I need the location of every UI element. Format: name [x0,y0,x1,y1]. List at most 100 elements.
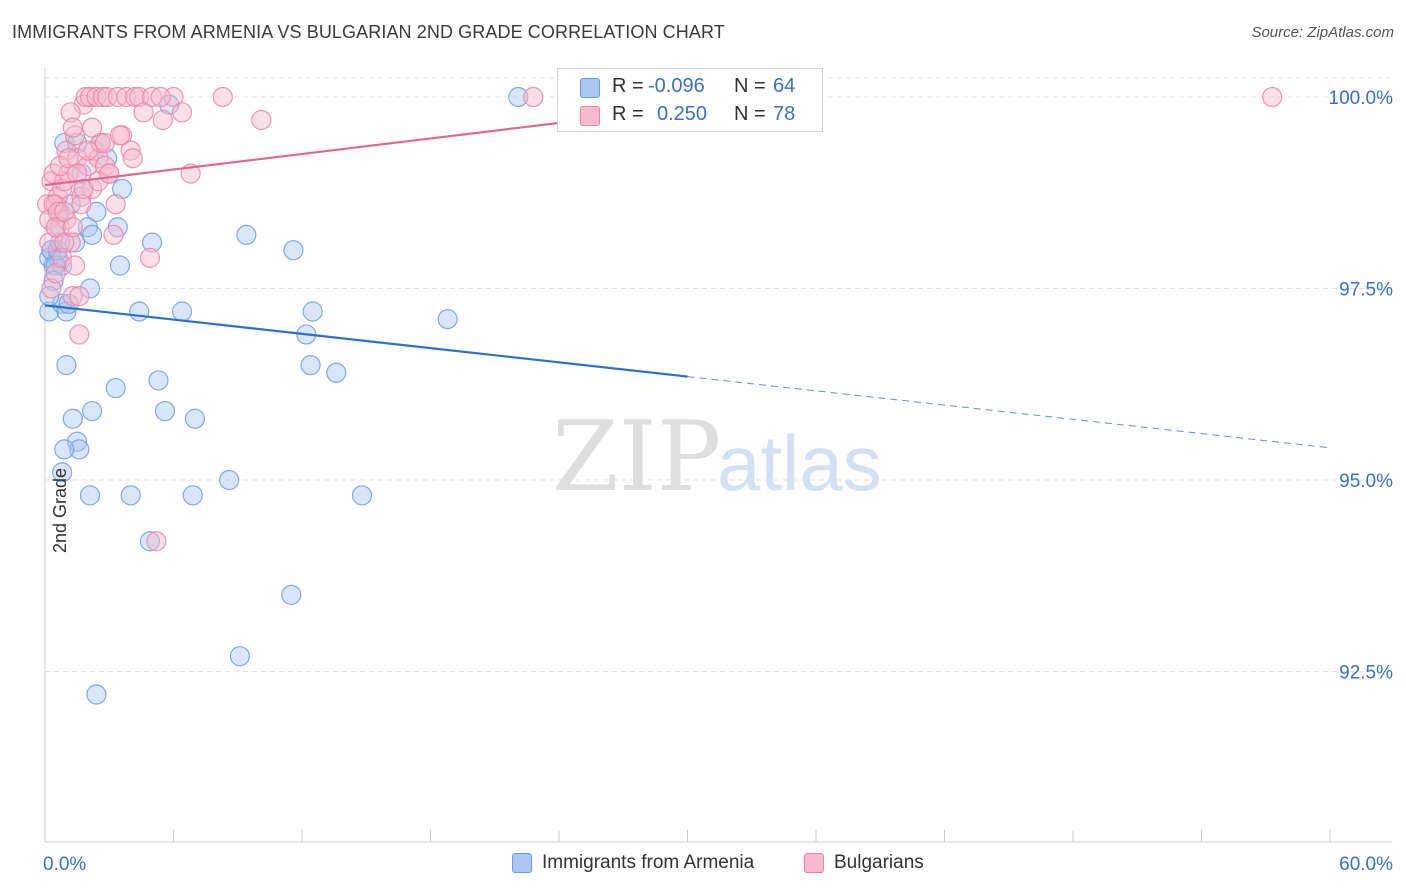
watermark-atlas: atlas [717,419,882,507]
armenia-point [326,362,347,383]
armenia-point [67,132,88,154]
bulgarians-point [212,86,233,108]
bulgarians-point [47,201,68,222]
bulgarians-point [251,109,272,131]
series-legend: Immigrants from Armenia Bulgarians [0,851,1406,879]
bulgarians-point [86,86,107,108]
armenia-point [105,377,126,399]
x-tick-label: 0.0% [43,854,86,875]
armenia-point [283,240,304,261]
bulgarians-point [56,140,77,161]
armenia-point [82,224,103,245]
bulgarians-point [146,531,167,552]
bulgarians-point [109,125,131,146]
tick-labels: 100.0% 97.5% 95.0% 92.5% 0.0% 60.0% [43,88,1393,875]
armenia-point [54,439,75,460]
n-value: 64 [773,75,796,97]
correlation-legend: R = -0.096 N = 64 R = 0.250 N = 78 [557,68,823,132]
n-value: 78 [773,103,796,125]
armenia-point [508,86,529,108]
armenia-point [141,232,163,253]
bulgarians-point [124,86,146,108]
bulgarians-point [88,171,109,192]
bulgarians-point [150,86,171,108]
bulgarians-point [75,86,96,108]
armenia-point [64,232,86,253]
armenia-point [154,400,176,422]
bulgarians-point [62,217,83,238]
bulgarians-point [64,125,86,146]
armenia-point [82,400,103,422]
r-value: 0.250 [657,103,708,125]
axes [44,68,1392,843]
bulgarians-point [71,194,92,215]
armenia-point [171,301,193,322]
bulgarians-point [54,201,75,222]
armenia-point [236,224,257,245]
armenia-point [79,485,101,506]
armenia-point [97,148,118,169]
bulgarians-point [67,148,88,169]
y-tick-label: 97.5% [1339,280,1393,301]
bulgarians-point [69,286,90,307]
armenia-point [62,408,83,429]
armenia-point [302,301,323,322]
legend-swatch-armenia [580,78,600,98]
bulgarians-point [77,155,98,177]
legend-row-bulgarians: R = 0.250 N = 78 [558,99,822,129]
armenia-point [148,370,169,391]
bulgarians-point [152,109,173,131]
legend-label-armenia: Immigrants from Armenia [542,852,755,873]
armenia-point [351,485,373,506]
bulgarians-point [92,86,113,108]
bulgarians-point [122,148,143,169]
bulgarians-point [60,232,81,253]
armenia-point [182,485,203,506]
armenia-point [129,301,150,322]
armenia-point [109,255,131,276]
bulgarians-point [139,247,161,268]
armenia-point [86,684,107,705]
armenia-point [41,240,62,261]
bulgarians-point [62,286,83,307]
r-label: R = [612,103,644,125]
bulgarians-point [64,255,86,276]
armenia-point [281,584,302,606]
bulgarians-point [39,232,60,253]
armenia-point [139,531,161,552]
armenia-point [56,355,77,376]
armenia-point [79,278,101,299]
armenia-trend-line [44,304,688,378]
bulgarians-point [41,278,62,299]
bulgarians-point [67,163,88,184]
y-axis-label: 2nd Grade [50,467,71,554]
bulgarians-point [37,194,58,215]
bulgarians-point [120,140,141,161]
bulgarians-point [52,247,73,268]
bulgarians-point [60,102,81,123]
bulgarians-point [82,117,103,138]
bulgarians-point [69,324,90,345]
bulgarians-point [523,86,544,108]
points-layer [37,86,1283,705]
armenia-point [111,178,133,200]
bulgarians-point [107,86,128,108]
armenia-point [52,462,73,483]
n-label: N = [734,75,766,97]
legend-swatch-bulgarians [804,853,824,873]
armenia-point [219,469,240,491]
bulgarians-point [45,217,66,238]
bulgarians-point [58,148,79,169]
grid [45,77,1390,672]
armenia-point [49,232,71,253]
r-label: R = [612,75,644,97]
armenia-point [300,355,321,376]
source-label: Source: ZipAtlas.com [1251,24,1394,41]
legend-swatch-armenia [512,853,532,873]
bulgarians-point [45,263,66,284]
n-label: N = [734,103,766,125]
legend-row-armenia: R = -0.096 N = 64 [558,71,822,101]
bulgarians-point [49,155,71,177]
bulgarians-point [77,140,98,161]
